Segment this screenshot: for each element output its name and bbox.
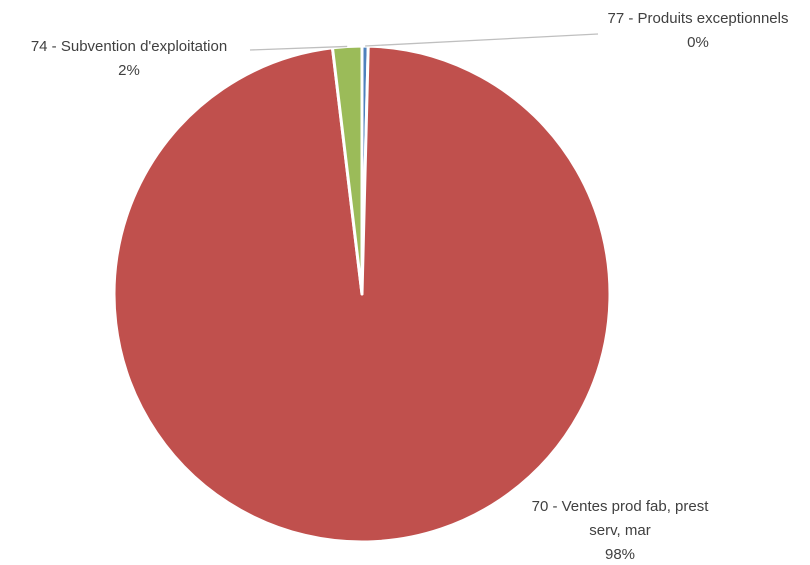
- leader-lines: [249, 33, 599, 51]
- label-ventes-line2: serv, mar: [589, 522, 650, 539]
- label-produits-line1: 77 - Produits exceptionnels: [608, 10, 789, 27]
- label-produits: 77 - Produits exceptionnels 0%: [608, 10, 789, 51]
- label-subvention-percent: 2%: [118, 62, 140, 79]
- label-produits-percent: 0%: [687, 34, 709, 51]
- leader-line-produits: [365, 33, 599, 47]
- label-subvention: 74 - Subvention d'exploitation 2%: [31, 38, 227, 79]
- label-subvention-line1: 74 - Subvention d'exploitation: [31, 38, 227, 55]
- pie-slice-1: [330, 44, 364, 296]
- label-ventes-line1: 70 - Ventes prod fab, prest: [532, 498, 710, 515]
- label-ventes: 70 - Ventes prod fab, prest serv, mar 98…: [532, 498, 710, 563]
- leader-line-subvention: [249, 45, 348, 51]
- label-ventes-percent: 98%: [605, 546, 635, 563]
- pie-slices: [112, 44, 612, 544]
